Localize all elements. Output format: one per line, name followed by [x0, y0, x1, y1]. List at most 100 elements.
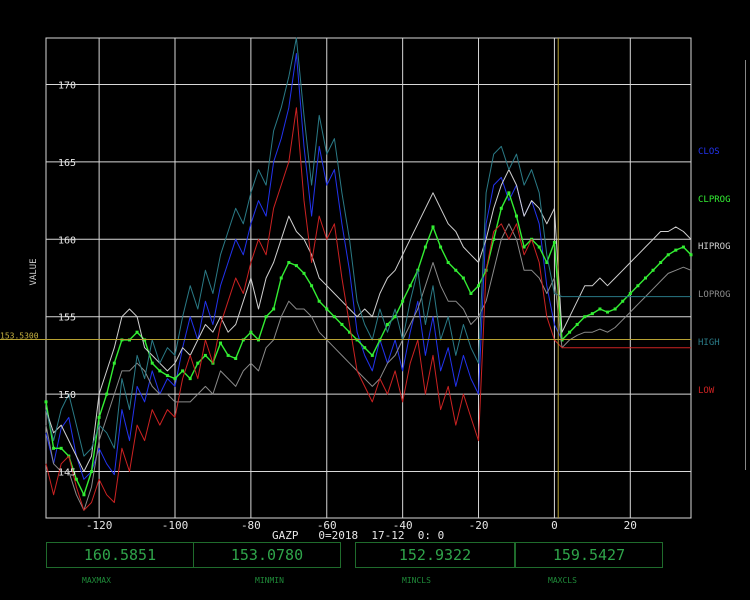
legend-entry-loprog: LOPROG	[698, 290, 731, 300]
series-point-clprog	[173, 377, 177, 381]
series-point-clprog	[165, 374, 169, 378]
stat-maxcls-value: 159.5427	[515, 542, 663, 568]
series-point-clprog	[264, 315, 268, 319]
series-layer	[44, 37, 693, 511]
x-tick-label: -120	[86, 519, 113, 532]
series-point-clprog	[568, 330, 572, 334]
series-point-clprog	[90, 470, 94, 474]
y-tick-label: 155	[58, 313, 76, 324]
series-point-clprog	[454, 268, 458, 272]
x-tick-label: -20	[469, 519, 489, 532]
series-point-clprog	[234, 357, 238, 361]
series-point-clprog	[431, 225, 435, 229]
series-point-clprog	[52, 446, 56, 450]
series-point-clprog	[97, 415, 101, 419]
series-point-clprog	[545, 261, 549, 265]
series-point-clprog	[302, 271, 306, 275]
series-point-clprog	[135, 330, 139, 334]
series-line-hiprog	[45, 169, 692, 472]
series-point-clprog	[317, 299, 321, 303]
y-tick-label: 145	[58, 468, 76, 479]
series-point-clprog	[226, 353, 230, 357]
series-point-clprog	[575, 322, 579, 326]
legend-entry-low: LOW	[698, 386, 715, 396]
tick-labels: 145 150 155 160 165 170 -120 -100 -80 -60 -40 -20 0 2…	[58, 80, 637, 532]
series-point-clprog	[477, 284, 481, 288]
stat-maxcls-label: MAXCLS	[548, 576, 577, 585]
x-tick-label: -60	[317, 519, 337, 532]
series-point-clprog	[363, 346, 367, 350]
stat-maxmax-value: 160.5851	[46, 542, 194, 568]
y-axis-label: VALUE	[29, 258, 39, 285]
x-tick-label: 20	[624, 519, 637, 532]
legend-entry-high: HIGH	[698, 338, 720, 348]
series-point-clprog	[332, 315, 336, 319]
x-tick-label: -40	[393, 519, 413, 532]
reference-lines	[0, 38, 691, 518]
series-line-low	[45, 107, 691, 511]
series-point-clprog	[469, 291, 473, 295]
series-line-loprog	[45, 223, 692, 511]
series-point-clprog	[158, 369, 162, 373]
series-point-clprog	[370, 353, 374, 357]
series-point-clprog	[681, 245, 685, 249]
series-point-clprog	[621, 299, 625, 303]
series-point-clprog	[44, 400, 48, 404]
series-point-clprog	[59, 446, 63, 450]
series-point-clprog	[188, 377, 192, 381]
series-point-clprog	[181, 369, 185, 373]
y-tick-label: 170	[58, 80, 76, 91]
series-point-clprog	[583, 315, 587, 319]
series-line-clprog	[45, 192, 692, 496]
series-point-clprog	[507, 191, 511, 195]
series-point-clprog	[666, 253, 670, 257]
x-axis-label: GAZP 0=2018 17-12 0: 0	[272, 529, 444, 542]
series-point-clprog	[325, 307, 329, 311]
series-line-clos	[45, 53, 563, 480]
stat-minmin-value: 153.0780	[193, 542, 341, 568]
x-tick-label: 0	[551, 519, 558, 532]
series-point-clprog	[689, 253, 693, 257]
stat-mincls-label: MINCLS	[402, 576, 431, 585]
series-point-clprog	[287, 261, 291, 265]
plot-frame	[45, 37, 692, 519]
series-point-clprog	[446, 261, 450, 265]
x-tick-label: -100	[162, 519, 189, 532]
series-point-clprog	[279, 276, 283, 280]
stat-maxmax-label: MAXMAX	[82, 576, 111, 585]
series-point-clprog	[590, 312, 594, 316]
series-point-clprog	[74, 477, 78, 481]
series-point-clprog	[537, 245, 541, 249]
series-point-clprog	[294, 264, 298, 268]
stat-minmin-label: MINMIN	[255, 576, 284, 585]
series-point-clprog	[401, 299, 405, 303]
series-point-clprog	[196, 361, 200, 365]
legend-entry-hiprog: HIPROG	[698, 242, 731, 252]
y-tick-label: 150	[58, 390, 76, 401]
series-point-clprog	[340, 322, 344, 326]
series-point-clprog	[150, 361, 154, 365]
series-point-clprog	[385, 322, 389, 326]
series-point-clprog	[105, 392, 109, 396]
series-point-clprog	[219, 341, 223, 345]
series-point-clprog	[272, 307, 276, 311]
panel-edge	[745, 60, 746, 470]
stat-mincls-value: 152.9322	[355, 542, 515, 568]
grid	[45, 37, 692, 519]
series-point-clprog	[606, 310, 610, 314]
series-point-clprog	[249, 330, 253, 334]
series-point-clprog	[492, 237, 496, 241]
legend: CLOS CLPROG HIPROG LOPROG HIGH LOW	[698, 147, 731, 396]
series-point-clprog	[348, 330, 352, 334]
series-point-clprog	[310, 284, 314, 288]
series-point-clprog	[659, 261, 663, 265]
x-tick-label: -80	[241, 519, 261, 532]
series-point-clprog	[393, 315, 397, 319]
series-point-clprog	[439, 245, 443, 249]
series-point-clprog	[651, 268, 655, 272]
y-tick-label: 160	[58, 235, 76, 246]
legend-entry-clos: CLOS	[698, 147, 720, 157]
series-point-clprog	[643, 276, 647, 280]
series-point-clprog	[461, 276, 465, 280]
